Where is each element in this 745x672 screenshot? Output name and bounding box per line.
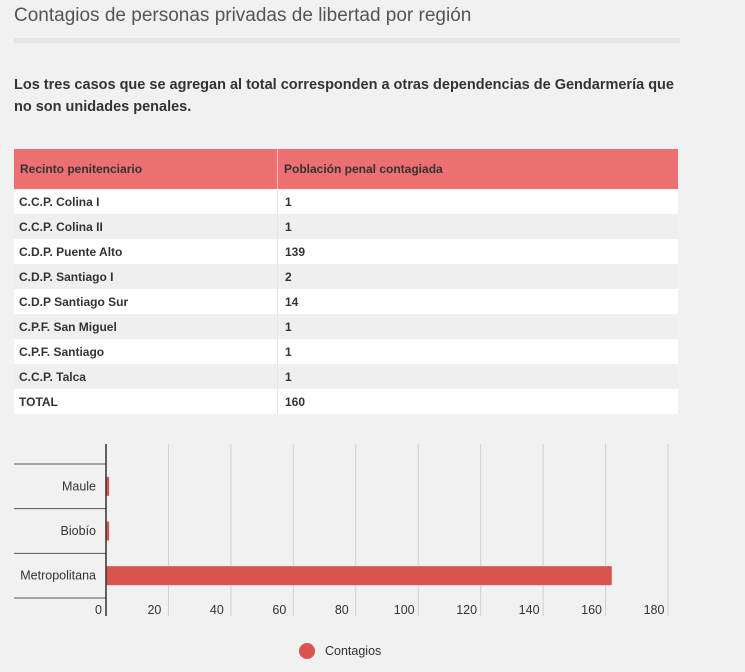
cell-poblacion: 160 bbox=[277, 389, 678, 414]
cell-recinto: C.P.F. San Miguel bbox=[14, 314, 278, 339]
table-row: TOTAL 160 bbox=[14, 389, 678, 414]
cell-recinto: C.C.P. Talca bbox=[14, 364, 278, 389]
cell-poblacion: 2 bbox=[277, 264, 678, 289]
table-body: C.C.P. Colina I 1 C.C.P. Colina II 1 C.D.P. … bbox=[14, 189, 678, 414]
cell-poblacion: 14 bbox=[277, 289, 678, 314]
x-tick-label: 140 bbox=[519, 603, 540, 617]
cell-recinto: C.P.F. Santiago bbox=[14, 339, 278, 364]
bar-chart: Maule Biobío Metropolitana 0 20 40 60 80 100 120 1… bbox=[14, 444, 669, 617]
x-tick-label: 60 bbox=[272, 603, 286, 617]
table-row: C.C.P. Talca 1 bbox=[14, 364, 678, 389]
bar-1 bbox=[106, 521, 110, 541]
chart-title: Contagios de personas privadas de libert… bbox=[14, 5, 472, 26]
x-tick-label: 80 bbox=[335, 603, 349, 617]
table-header-row: Recinto penitenciario Población penal co… bbox=[14, 149, 678, 189]
chart-legend[interactable]: Contagios bbox=[299, 643, 381, 659]
table-row: C.D.P. Puente Alto 139 bbox=[14, 239, 678, 264]
cell-recinto: TOTAL bbox=[14, 389, 278, 414]
description-text: Los tres casos que se agregan al total c… bbox=[14, 77, 674, 115]
bar-2 bbox=[106, 566, 612, 586]
column-header-recinto: Recinto penitenciario bbox=[14, 149, 278, 189]
column-header-poblacion: Población penal contagiada bbox=[277, 149, 678, 189]
category-label-1: Biobío bbox=[61, 524, 96, 538]
cell-poblacion: 1 bbox=[277, 364, 678, 389]
x-tick-label: 120 bbox=[456, 603, 477, 617]
table-row: C.P.F. San Miguel 1 bbox=[14, 314, 678, 339]
table-row: C.C.P. Colina II 1 bbox=[14, 214, 678, 239]
title-divider bbox=[14, 38, 680, 43]
cell-recinto: C.C.P. Colina II bbox=[14, 214, 278, 239]
cell-poblacion: 139 bbox=[277, 239, 678, 264]
prison-table: Recinto penitenciario Población penal co… bbox=[14, 149, 678, 414]
x-tick-label: 180 bbox=[644, 603, 665, 617]
table-row: C.D.P Santiago Sur 14 bbox=[14, 289, 678, 314]
x-tick-label: 100 bbox=[394, 603, 415, 617]
x-tick-label: 40 bbox=[210, 603, 224, 617]
cell-poblacion: 1 bbox=[277, 214, 678, 239]
cell-poblacion: 1 bbox=[277, 314, 678, 339]
cell-poblacion: 1 bbox=[277, 339, 678, 364]
x-tick-label: 160 bbox=[581, 603, 602, 617]
table-row: C.P.F. Santiago 1 bbox=[14, 339, 678, 364]
cell-recinto: C.D.P Santiago Sur bbox=[14, 289, 278, 314]
cell-recinto: C.D.P. Puente Alto bbox=[14, 239, 278, 264]
bar-0 bbox=[106, 476, 110, 496]
x-tick-label: 0 bbox=[95, 603, 102, 617]
cell-poblacion: 1 bbox=[277, 189, 678, 214]
legend-swatch bbox=[299, 643, 315, 659]
x-tick-label: 20 bbox=[147, 603, 161, 617]
category-label-2: Metropolitana bbox=[20, 569, 96, 583]
legend-label: Contagios bbox=[325, 644, 382, 658]
cell-recinto: C.C.P. Colina I bbox=[14, 189, 278, 214]
cell-recinto: C.D.P. Santiago I bbox=[14, 264, 278, 289]
category-label-0: Maule bbox=[62, 479, 96, 493]
